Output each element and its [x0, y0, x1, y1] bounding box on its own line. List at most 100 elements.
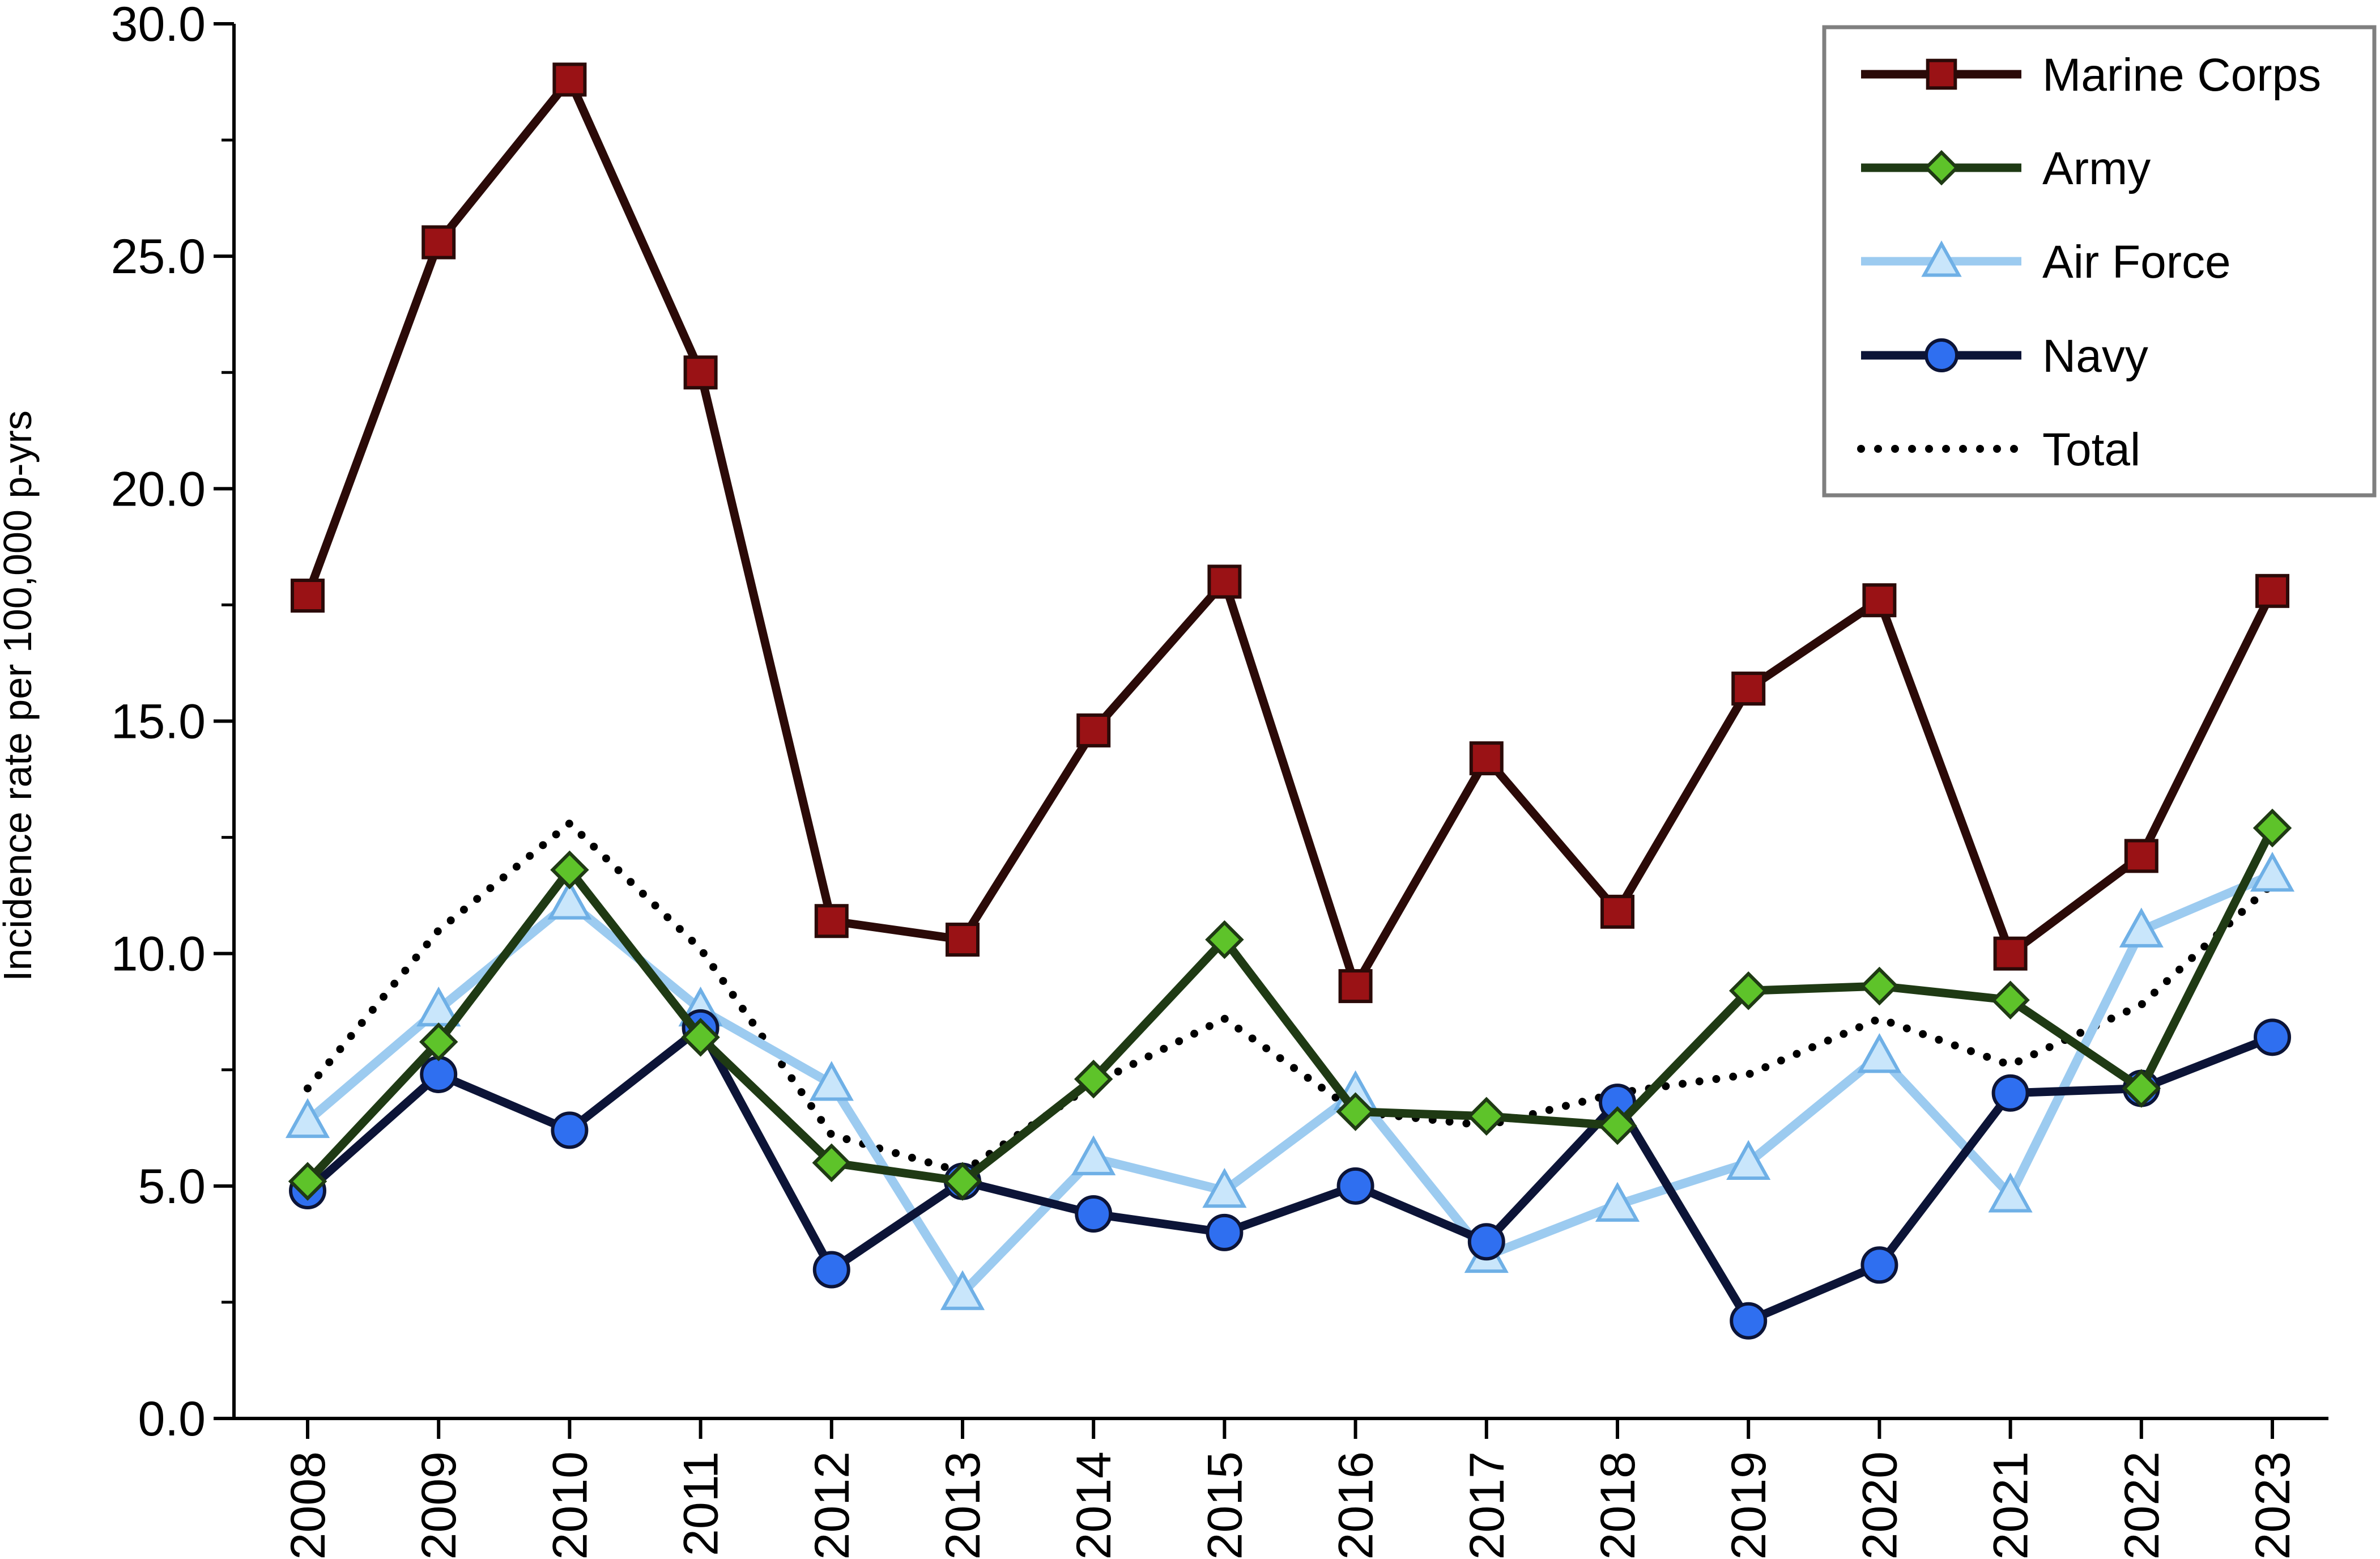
- x-tick-label: 2019: [1722, 1451, 1776, 1559]
- data-point-airforce: [1857, 1033, 1902, 1073]
- x-tick-label: 2018: [1591, 1451, 1645, 1559]
- data-point-navy: [1075, 1195, 1113, 1233]
- y-tick-label: 5.0: [138, 1159, 206, 1214]
- legend-label: Navy: [2042, 330, 2148, 382]
- data-point-navy: [1206, 1213, 1244, 1251]
- data-point-marine: [1338, 969, 1373, 1004]
- data-point-airforce: [2119, 907, 2164, 948]
- data-point-army: [1336, 1092, 1375, 1131]
- data-point-army: [550, 850, 589, 890]
- data-point-marine: [2124, 839, 2158, 873]
- data-point-airforce: [285, 1098, 330, 1139]
- data-point-navy: [1860, 1246, 1898, 1284]
- data-point-marine: [2255, 574, 2289, 608]
- x-tick-label: 2023: [2246, 1451, 2300, 1559]
- x-tick-label: 2020: [1853, 1451, 1907, 1559]
- legend-item-army: Army: [1861, 143, 2151, 194]
- x-tick-label: 2017: [1460, 1451, 1514, 1559]
- x-axis-ticks: 2008 2009 2010 2011 2012 2013 2014 2015 2016 2017…: [281, 1418, 2300, 1559]
- legend-item-airforce: Air Force: [1861, 236, 2231, 288]
- x-tick-label: 2014: [1067, 1451, 1121, 1559]
- legend-swatch-marker: [1923, 150, 1960, 186]
- data-point-army: [2122, 1069, 2161, 1108]
- data-point-army: [1074, 1059, 1113, 1099]
- data-point-navy: [551, 1111, 589, 1149]
- y-tick-label: 0.0: [138, 1392, 206, 1446]
- data-point-airforce: [809, 1061, 854, 1101]
- y-tick-label: 20.0: [111, 462, 206, 516]
- data-point-army: [1728, 971, 1768, 1010]
- data-point-marine: [1993, 936, 2028, 971]
- y-tick-label: 25.0: [111, 230, 206, 284]
- data-point-airforce: [1726, 1140, 1771, 1180]
- y-axis-ticks: 0.0 5.0 10.0 15.0 20.0 25.0 30.0: [111, 0, 234, 1446]
- data-point-airforce: [1071, 1135, 1116, 1175]
- x-tick-label: 2015: [1198, 1451, 1252, 1559]
- data-point-marine: [1207, 564, 1242, 599]
- series-airforce: [285, 852, 2295, 1310]
- data-point-army: [1205, 920, 1244, 959]
- data-point-airforce: [1988, 1173, 2033, 1213]
- series-navy: [289, 1009, 2291, 1340]
- data-point-navy: [1991, 1074, 2029, 1112]
- data-point-airforce: [2250, 852, 2295, 892]
- series-army: [288, 808, 2292, 1201]
- data-point-airforce: [1202, 1167, 1247, 1208]
- y-tick-label: 15.0: [111, 695, 206, 749]
- data-point-navy: [1730, 1302, 1768, 1340]
- data-point-army: [1467, 1097, 1506, 1136]
- data-point-navy: [812, 1251, 850, 1289]
- legend-item-navy: Navy: [1861, 330, 2148, 382]
- x-tick-label: 2010: [543, 1451, 597, 1559]
- x-tick-label: 2022: [2115, 1451, 2169, 1559]
- series-marine: [291, 62, 2289, 1004]
- data-point-navy: [2254, 1018, 2291, 1056]
- x-tick-label: 2016: [1329, 1451, 1383, 1559]
- data-point-airforce: [940, 1270, 985, 1310]
- data-point-marine: [814, 904, 849, 938]
- legend-label: Total: [2042, 424, 2140, 475]
- data-point-marine: [1731, 672, 1766, 706]
- data-point-marine: [291, 579, 325, 613]
- data-point-navy: [1336, 1167, 1374, 1205]
- legend-label: Army: [2042, 143, 2151, 194]
- series-line-marine: [303, 75, 2276, 991]
- data-point-navy: [1467, 1223, 1505, 1261]
- y-tick-label: 10.0: [111, 927, 206, 982]
- data-point-marine: [1862, 583, 1897, 618]
- data-point-army: [419, 1022, 458, 1061]
- series-line-airforce: [304, 870, 2275, 1298]
- data-point-marine: [421, 225, 456, 260]
- data-point-marine: [552, 62, 587, 97]
- x-tick-label: 2008: [281, 1451, 335, 1559]
- legend-swatch-marker: [1921, 240, 1962, 277]
- data-point-army: [681, 1018, 720, 1057]
- data-point-marine: [1469, 741, 1504, 776]
- legend-item-marine: Marine Corps: [1861, 49, 2321, 101]
- legend-item-total: Total: [1857, 424, 2140, 475]
- series-line-army: [304, 826, 2276, 1186]
- data-point-airforce: [1595, 1182, 1640, 1222]
- legend: Marine Corps Army Air Force Navy Total: [1822, 25, 2377, 498]
- data-point-army: [943, 1162, 982, 1201]
- data-point-navy: [420, 1055, 458, 1093]
- x-tick-label: 2013: [936, 1451, 990, 1559]
- y-tick-label: 30.0: [111, 0, 206, 52]
- legend-swatch-marker: [1926, 58, 1957, 90]
- legend-label: Air Force: [2042, 236, 2231, 288]
- series-line-navy: [305, 1023, 2274, 1326]
- data-point-army: [2253, 808, 2292, 848]
- data-point-marine: [946, 923, 980, 957]
- data-point-army: [1991, 980, 2030, 1019]
- y-axis-title: Incidence rate per 100,000 p-yrs: [0, 410, 40, 982]
- data-point-army: [812, 1143, 851, 1183]
- data-point-army: [1598, 1106, 1637, 1145]
- data-point-army: [288, 1162, 327, 1201]
- legend-swatch-marker: [1925, 338, 1959, 372]
- x-tick-label: 2021: [1984, 1451, 2038, 1559]
- data-point-airforce: [547, 880, 592, 920]
- legend-label: Marine Corps: [2042, 49, 2321, 101]
- data-point-army: [1860, 966, 1899, 1006]
- x-tick-label: 2012: [805, 1451, 859, 1559]
